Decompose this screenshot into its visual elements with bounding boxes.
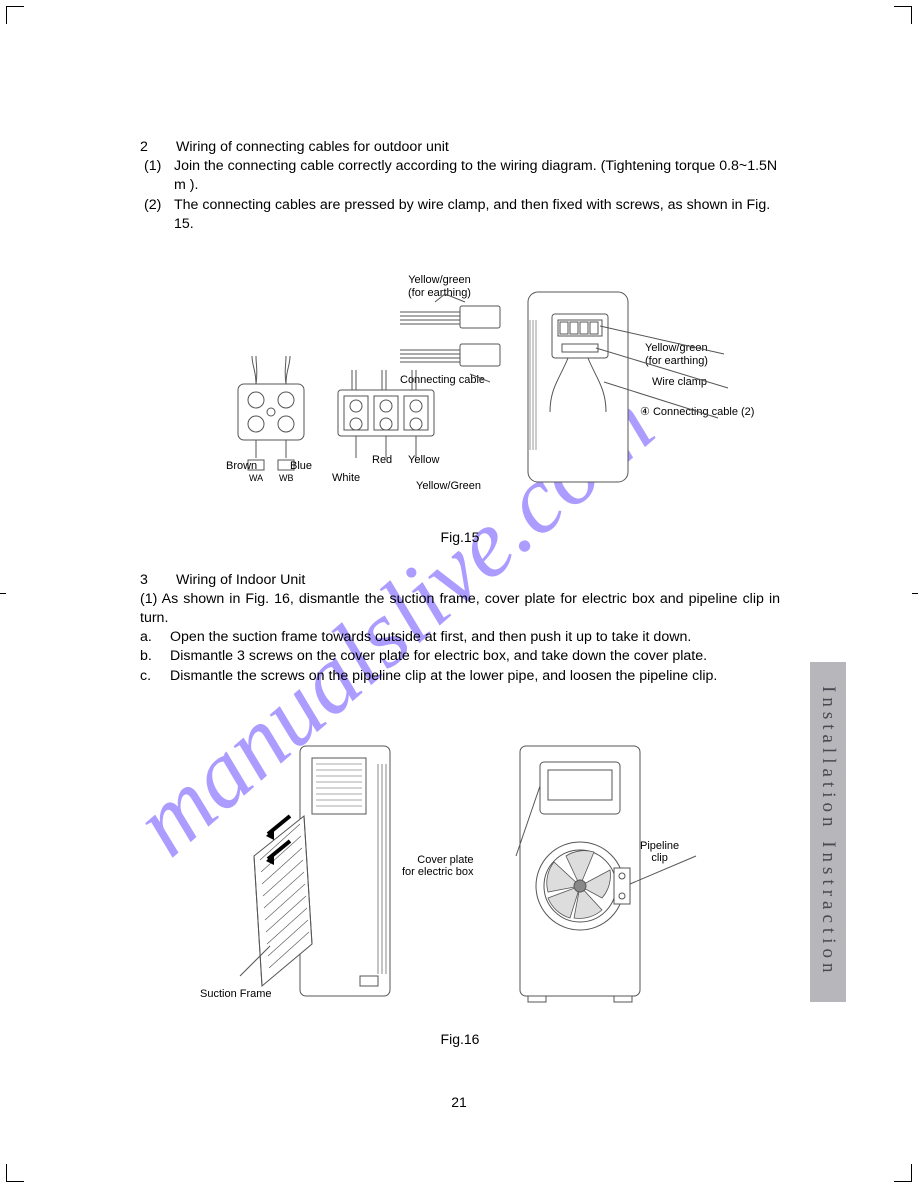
crop-mark bbox=[6, 1164, 24, 1182]
paragraph: (1) As shown in Fig. 16, dismantle the s… bbox=[140, 590, 780, 628]
side-tab-label: Installation Instraction bbox=[817, 686, 839, 977]
item-text: Dismantle 3 screws on the cover plate fo… bbox=[170, 647, 707, 666]
crop-mark bbox=[894, 6, 912, 24]
label-pipeline-clip: Pipeline clip bbox=[640, 840, 679, 865]
page-content: 2 Wiring of connecting cables for outdoo… bbox=[140, 138, 780, 1056]
section-title: Wiring of connecting cables for outdoor … bbox=[176, 138, 449, 157]
label-red: Red bbox=[372, 454, 392, 467]
label-white: White bbox=[332, 472, 360, 485]
section-title: Wiring of Indoor Unit bbox=[176, 571, 305, 590]
indoor-unit-diagram bbox=[200, 746, 760, 1026]
label-wb: WB bbox=[279, 474, 294, 484]
label-wa: WA bbox=[249, 474, 263, 484]
item-number: a. bbox=[140, 628, 170, 647]
crop-mark bbox=[912, 593, 918, 594]
item-number: c. bbox=[140, 667, 170, 686]
crop-mark bbox=[894, 1164, 912, 1182]
list-item: a. Open the suction frame towards outsid… bbox=[140, 628, 780, 647]
crop-mark bbox=[0, 593, 6, 594]
label-brown: Brown bbox=[226, 460, 257, 473]
side-tab: Installation Instraction bbox=[810, 662, 846, 1002]
figure-15: Yellow/green (for earthing) Connecting c… bbox=[140, 282, 780, 547]
figure-16: Suction Frame Cover plate for electric b… bbox=[140, 716, 780, 1056]
label-yellow: Yellow bbox=[408, 454, 439, 467]
section-number: 3 bbox=[140, 571, 176, 590]
crop-mark bbox=[6, 6, 24, 24]
figure-caption: Fig.16 bbox=[140, 1030, 780, 1049]
item-number: b. bbox=[140, 647, 170, 666]
item-number: (2) bbox=[144, 196, 174, 234]
list-item: (2) The connecting cables are pressed by… bbox=[144, 196, 780, 234]
figure-caption: Fig.15 bbox=[140, 528, 780, 547]
list-item: c. Dismantle the screws on the pipeline … bbox=[140, 667, 780, 686]
page-number: 21 bbox=[0, 1094, 918, 1110]
label-cover-plate: Cover plate for electric box bbox=[402, 854, 474, 879]
section-heading: 3 Wiring of Indoor Unit bbox=[140, 571, 780, 590]
section-number: 2 bbox=[140, 138, 176, 157]
list-item: (1) Join the connecting cable correctly … bbox=[144, 157, 780, 195]
item-number: (1) bbox=[144, 157, 174, 195]
item-text: Open the suction frame towards outside a… bbox=[170, 628, 691, 647]
label-suction-frame: Suction Frame bbox=[200, 988, 272, 1001]
section-3: 3 Wiring of Indoor Unit (1) As shown in … bbox=[140, 571, 780, 686]
page: manualslive.com 2 Wiring of connecting c… bbox=[0, 0, 918, 1188]
list-item: b. Dismantle 3 screws on the cover plate… bbox=[140, 647, 780, 666]
item-text: Join the connecting cable correctly acco… bbox=[174, 157, 780, 195]
item-text: Dismantle the screws on the pipeline cli… bbox=[170, 667, 717, 686]
label-blue: Blue bbox=[290, 460, 312, 473]
section-heading: 2 Wiring of connecting cables for outdoo… bbox=[140, 138, 780, 157]
label-yellow-green: Yellow/Green bbox=[416, 480, 481, 493]
item-text: The connecting cables are pressed by wir… bbox=[174, 196, 780, 234]
